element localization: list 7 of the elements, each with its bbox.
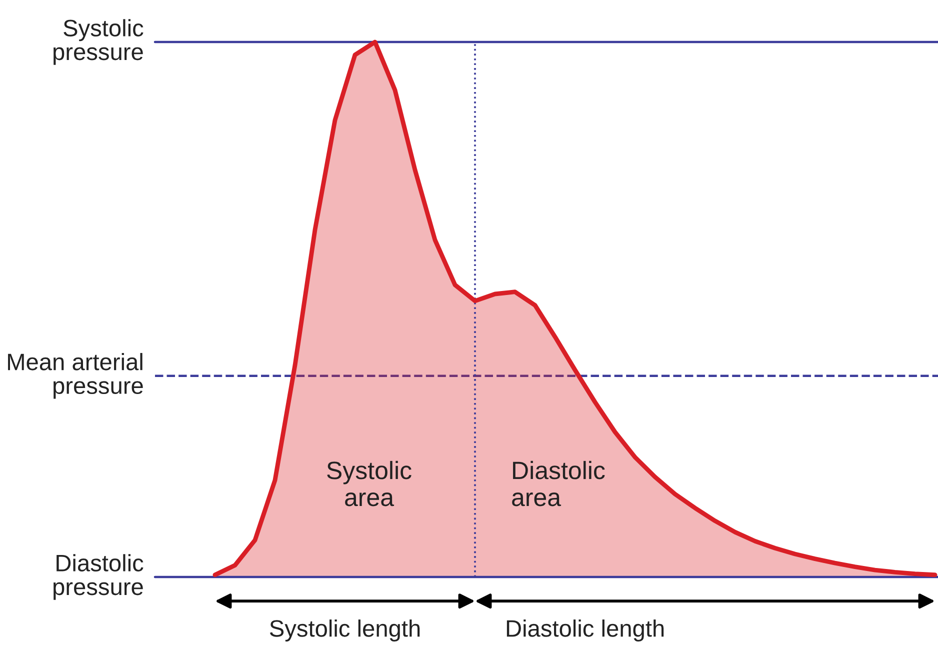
ref-line-label: Diastolic pressure — [54, 554, 144, 600]
annotation: Diastolic area — [512, 460, 605, 506]
ref-line-label: Systolic pressure — [54, 19, 144, 65]
ref-line-label: Mean arterial pressure — [8, 352, 143, 399]
text: Diastolic length — [506, 619, 664, 642]
annotation: Systolic area — [327, 460, 412, 506]
text: Systolic length — [270, 619, 420, 642]
